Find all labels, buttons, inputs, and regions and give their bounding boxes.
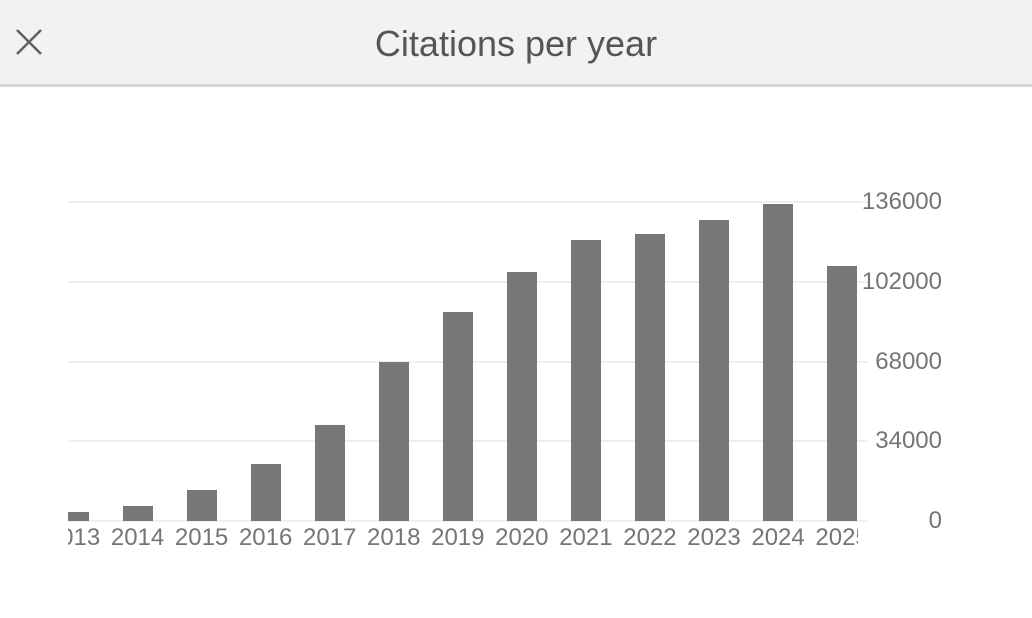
bar-2017	[314, 425, 345, 521]
gridline	[68, 520, 868, 522]
bar-2020	[506, 271, 537, 521]
bars-layer	[68, 190, 858, 521]
close-icon	[16, 29, 42, 55]
x-tick-label: 2023	[687, 524, 741, 551]
bar-2014	[122, 506, 153, 521]
x-tick-label: 2019	[431, 524, 485, 551]
x-axis-labels: 2013 2014 2015 2016 2017 2018 2019 2020 2021 2022…	[68, 524, 858, 556]
x-tick-label: 2021	[559, 524, 613, 551]
citations-per-year-chart: 2013 2014 2015 2016 2017 2018 2019 2020 2021 2022…	[0, 90, 1032, 618]
x-tick-label: 2018	[367, 524, 421, 551]
x-tick-label: 2015	[174, 524, 229, 551]
bar-2024	[763, 204, 794, 521]
modal-header: Citations per year	[0, 0, 1032, 87]
modal-title: Citations per year	[374, 23, 658, 64]
y-tick-label: 34000	[875, 427, 942, 455]
x-tick-label: 2024	[751, 524, 805, 551]
bar-2022	[634, 233, 665, 521]
bar-2018	[378, 362, 409, 521]
y-tick-label: 136000	[861, 188, 942, 215]
x-tick-label: 2025	[815, 524, 858, 551]
x-tick-label: 2020	[495, 524, 549, 551]
gridline	[68, 280, 868, 283]
bar-2015	[186, 489, 217, 521]
y-tick-label: 0	[928, 507, 942, 534]
x-tick-label: 2017	[302, 524, 357, 551]
bar-2025	[827, 265, 858, 521]
x-tick-label: 2014	[110, 524, 165, 551]
bar-2021	[570, 239, 601, 521]
x-tick-label: 2013	[68, 524, 101, 551]
bar-2016	[250, 463, 281, 521]
gridline	[68, 201, 868, 203]
y-tick-label: 102000	[861, 267, 942, 295]
x-tick-label: 2022	[623, 524, 677, 551]
bar-2013	[68, 511, 89, 521]
bar-2019	[442, 312, 473, 521]
bar-2023	[699, 219, 729, 521]
x-tick-label: 2016	[238, 524, 293, 551]
close-button[interactable]	[13, 26, 45, 58]
y-tick-label: 68000	[875, 347, 942, 375]
